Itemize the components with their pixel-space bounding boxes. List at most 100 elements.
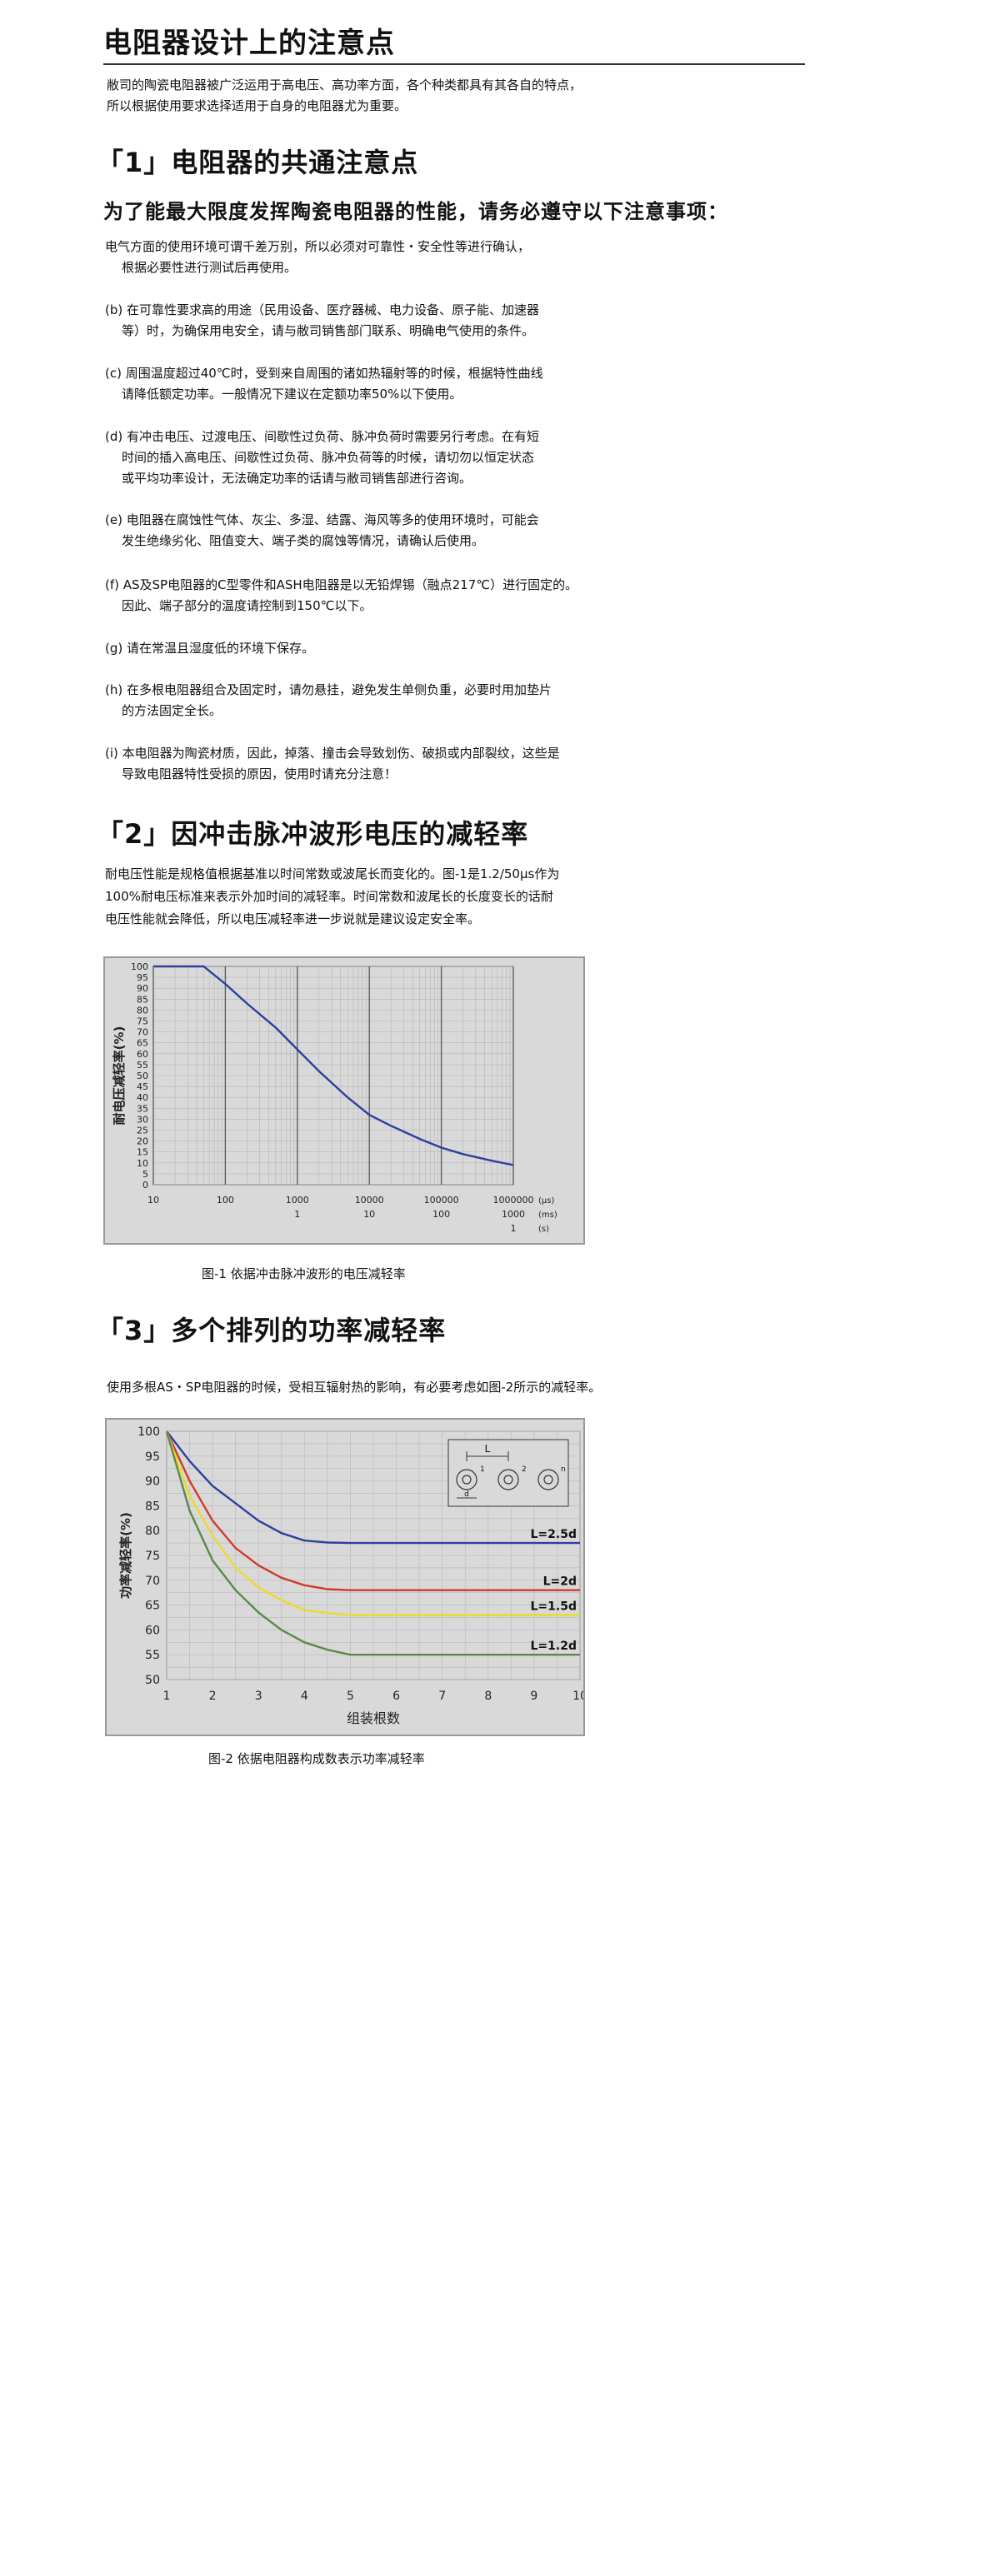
x-unit-label: (μs) xyxy=(538,1196,554,1206)
y-tick-label: 100 xyxy=(131,961,148,972)
x-unit-label: (ms) xyxy=(538,1211,558,1220)
figure2-caption: 图-2 依据电阻器构成数表示功率减轻率 xyxy=(208,1751,425,1766)
x-tick-label: 10000 xyxy=(355,1195,384,1206)
notice-line: 导致电阻器特性受损的原因，使用时请充分注意！ xyxy=(122,766,398,781)
notice-line: (d) 有冲击电压、过渡电压、间歇性过负荷、脉冲负荷时需要另行考虑。在有短 xyxy=(105,429,539,444)
y-tick-label: 70 xyxy=(137,1027,148,1038)
series-line xyxy=(153,965,514,1166)
page-title: 电阻器设计上的注意点 xyxy=(103,27,395,60)
y-tick-label: 95 xyxy=(145,1450,160,1464)
notice-line: (g) 请在常温且湿度低的环境下保存。 xyxy=(105,641,314,656)
notice-line: 发生绝缘劣化、阻值变大、端子类的腐蚀等情况，请确认后使用。 xyxy=(122,533,485,548)
section3-paragraph: 使用多根AS・SP电阻器的时候，受相互辐射热的影响，有必要考虑如图-2所示的减轻… xyxy=(107,1380,602,1395)
notice-item: (f) AS及SP电阻器的C型零件和ASH电阻器是以无铅焊锡（融点217℃）进行… xyxy=(105,575,578,617)
y-tick-label: 90 xyxy=(137,983,148,994)
y-tick-label: 85 xyxy=(145,1500,160,1513)
y-tick-label: 20 xyxy=(137,1136,148,1147)
inset-label-L: L xyxy=(485,1443,491,1455)
y-tick-label: 50 xyxy=(137,1071,148,1081)
x-tick-label: 9 xyxy=(530,1690,538,1703)
x-tick-label: 1 xyxy=(294,1209,300,1220)
y-tick-label: 10 xyxy=(137,1158,148,1169)
y-axis-label: 功率减轻率(%) xyxy=(118,1512,133,1599)
series-label: L=1.2d xyxy=(531,1640,577,1653)
x-tick-label: 5 xyxy=(347,1690,354,1703)
series-line xyxy=(166,1430,580,1545)
y-tick-label: 95 xyxy=(137,972,148,983)
notice-item: (e) 电阻器在腐蚀性气体、灰尘、多湿、结露、海风等多的使用环境时，可能会 发生… xyxy=(105,510,539,552)
series-line xyxy=(165,1430,580,1616)
figure1-caption: 图-1 依据冲击脉冲波形的电压减轻率 xyxy=(202,1266,406,1281)
x-tick-label: 1 xyxy=(511,1223,517,1234)
y-tick-label: 45 xyxy=(137,1081,148,1092)
resistor-inner-circle xyxy=(543,1475,553,1485)
x-tick-label: 100000 xyxy=(424,1195,459,1206)
section2-paragraph: 耐电压性能是规格值根据基准以时间常数或波尾长而变化的。图-1是1.2/50μs作… xyxy=(105,863,559,931)
notice-line: 或平均功率设计，无法确定功率的话请与敝司销售部进行咨询。 xyxy=(122,471,472,486)
x-tick-label: 10 xyxy=(572,1690,583,1703)
y-tick-label: 55 xyxy=(137,1060,148,1071)
y-tick-label: 60 xyxy=(137,1049,148,1060)
y-tick-label: 85 xyxy=(137,994,148,1005)
x-tick-label: 1 xyxy=(163,1690,171,1703)
y-tick-label: 0 xyxy=(142,1180,148,1191)
notice-line: 请降低额定功率。一般情况下建议在定额功率50%以下使用。 xyxy=(122,387,462,402)
x-tick-label: 1000000 xyxy=(493,1195,534,1206)
figure1-svg: 0510152025303540455055606570758085909510… xyxy=(112,961,558,1234)
x-tick-label: 10 xyxy=(363,1209,375,1220)
y-tick-label: 75 xyxy=(145,1550,160,1563)
notice-item: (d) 有冲击电压、过渡电压、间歇性过负荷、脉冲负荷时需要另行考虑。在有短 时间… xyxy=(105,427,539,489)
section1-heading: 「1」电阻器的共通注意点 xyxy=(97,147,419,178)
series-label: L=2.5d xyxy=(531,1528,577,1541)
notice-line: (c) 周围温度超过40℃时，受到来自周围的诸如热辐射等的时候，根据特性曲线 xyxy=(105,366,543,381)
resistor-outer-circle xyxy=(498,1469,519,1490)
y-axis-label: 耐电压减轻率(%) xyxy=(112,1026,127,1126)
notice-line: (f) AS及SP电阻器的C型零件和ASH电阻器是以无铅焊锡（融点217℃）进行… xyxy=(105,577,578,592)
notice-line: (i) 本电阻器为陶瓷材质，因此，掉落、撞击会导致划伤、破损或内部裂纹，这些是 xyxy=(105,746,560,761)
y-tick-label: 65 xyxy=(145,1600,160,1613)
inset-label-1: 1 xyxy=(480,1465,485,1474)
y-tick-label: 75 xyxy=(137,1016,148,1027)
notice-line: (h) 在多根电阻器组合及固定时，请勿悬挂，避免发生单侧负重，必要时用加垫片 xyxy=(105,682,552,697)
x-tick-label: 4 xyxy=(301,1690,308,1703)
para-line: 100%耐电压标准来表示外加时间的减轻率。时间常数和波尾长的长度变长的话耐 xyxy=(105,889,553,904)
y-tick-label: 80 xyxy=(137,1005,148,1016)
notice-line: 因此、端子部分的温度请控制到150℃以下。 xyxy=(122,598,372,613)
y-tick-label: 15 xyxy=(137,1147,148,1158)
y-tick-label: 80 xyxy=(145,1525,160,1538)
notice-line: (e) 电阻器在腐蚀性气体、灰尘、多湿、结露、海风等多的使用环境时，可能会 xyxy=(105,512,539,527)
x-tick-label: 3 xyxy=(255,1690,262,1703)
notice-line: 时间的插入高电压、间歇性过负荷、脉冲负荷等的时候，请切勿以恒定状态 xyxy=(122,450,535,465)
y-tick-label: 90 xyxy=(145,1475,160,1489)
intro-paragraph: 敝司的陶瓷电阻器被广泛运用于高电压、高功率方面，各个种类都具有其各自的特点， 所… xyxy=(107,75,582,117)
resistor-outer-circle xyxy=(456,1469,478,1490)
series-line xyxy=(165,1430,580,1591)
figure2-chart: 50 55 60 65 70 75 80 85 90 95 100 1 2 3 4 5 6 7 8 9 10 组装根数 功率… xyxy=(105,1418,588,1736)
y-tick-label: 30 xyxy=(137,1114,148,1125)
series-label: L=1.5d xyxy=(531,1600,577,1614)
y-tick-label: 5 xyxy=(142,1169,148,1180)
y-tick-label: 60 xyxy=(145,1624,160,1637)
y-tick-label: 25 xyxy=(137,1126,148,1136)
x-tick-label: 7 xyxy=(438,1690,446,1703)
x-tick-label: 10 xyxy=(148,1195,159,1206)
notice-item: (b) 在可靠性要求高的用途（民用设备、医疗器械、电力设备、原子能、加速器 等）… xyxy=(105,300,539,342)
resistor-outer-circle xyxy=(538,1469,559,1490)
para-line: 耐电压性能是规格值根据基准以时间常数或波尾长而变化的。图-1是1.2/50μs作… xyxy=(105,866,560,881)
y-tick-label: 50 xyxy=(145,1674,160,1687)
x-tick-label: 6 xyxy=(392,1690,400,1703)
y-tick-label: 55 xyxy=(145,1649,160,1662)
figure2-svg: 50 55 60 65 70 75 80 85 90 95 100 1 2 3 4 5 6 7 8 9 10 组装根数 功率… xyxy=(118,1425,588,1726)
notice-line: (b) 在可靠性要求高的用途（民用设备、医疗器械、电力设备、原子能、加速器 xyxy=(105,302,539,317)
notice-item: 电气方面的使用环境可谓千差万别，所以必须对可靠性・安全性等进行确认， 根据必要性… xyxy=(105,237,530,278)
section2-heading: 「2」因冲击脉冲波形电压的减轻率 xyxy=(97,818,529,850)
notice-line: 电气方面的使用环境可谓千差万别，所以必须对可靠性・安全性等进行确认， xyxy=(105,239,531,254)
x-tick-label: 8 xyxy=(484,1690,492,1703)
series-label: L=2d xyxy=(543,1575,577,1589)
notice-item: (g) 请在常温且湿度低的环境下保存。 xyxy=(105,638,314,659)
para-line: 电压性能就会降低，所以电压减轻率进一步说就是建议设定安全率。 xyxy=(105,911,481,926)
x-tick-label: 1000 xyxy=(286,1195,309,1206)
notice-line: 等）时，为确保用电安全，请与敝司销售部门联系、明确电气使用的条件。 xyxy=(122,323,535,338)
intro-line: 所以根据使用要求选择适用于自身的电阻器尤为重要。 xyxy=(107,98,408,113)
x-tick-label: 100 xyxy=(432,1209,450,1220)
